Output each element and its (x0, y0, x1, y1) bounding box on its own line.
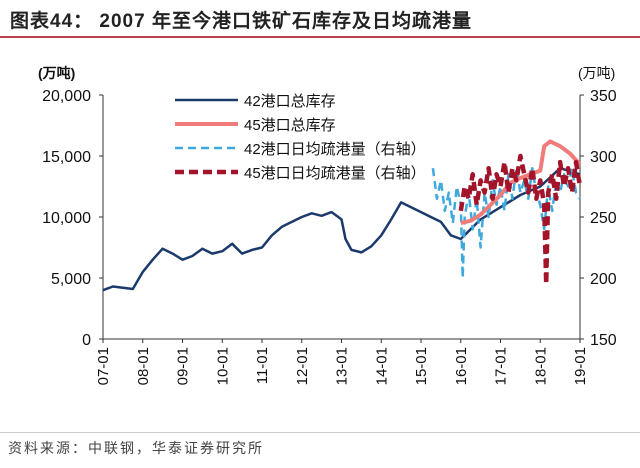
series-line-0 (102, 166, 581, 292)
figure-title: 图表44： 2007 年至今港口铁矿石库存及日均疏港量 (10, 11, 472, 32)
x-tick-label: 18-01 (532, 347, 549, 385)
x-tick-label: 12-01 (294, 347, 311, 385)
right-tick-label: 250 (590, 210, 617, 227)
left-axis-unit: (万吨) (38, 65, 75, 81)
right-tick-label: 300 (590, 149, 617, 166)
left-tick-label: 10,000 (42, 210, 91, 227)
right-tick-label: 200 (590, 271, 617, 288)
legend-label: 42港口日均疏港量（右轴） (244, 141, 426, 158)
x-tick-label: 15-01 (413, 347, 430, 385)
right-tick-label: 150 (590, 332, 617, 349)
x-tick-label: 09-01 (175, 347, 192, 385)
left-tick-label: 20,000 (42, 88, 91, 105)
left-tick-label: 15,000 (42, 149, 91, 166)
x-tick-label: 14-01 (373, 347, 390, 385)
legend-label: 45港口总库存 (244, 117, 336, 134)
source-note: 资料来源：中联钢，华泰证券研究所 (8, 440, 264, 456)
x-tick-label: 17-01 (493, 347, 510, 385)
x-tick-label: 07-01 (95, 347, 112, 385)
left-tick-label: 0 (82, 332, 91, 349)
series-line-3 (458, 153, 583, 287)
x-tick-label: 19-01 (572, 347, 589, 385)
series-line-1 (460, 139, 582, 226)
x-tick-label: 08-01 (135, 347, 152, 385)
legend-label: 42港口总库存 (244, 93, 336, 110)
title-divider (0, 36, 640, 38)
x-tick-label: 10-01 (214, 347, 231, 385)
legend-label: 45港口日均疏港量（右轴） (244, 165, 426, 182)
right-tick-label: 350 (590, 88, 617, 105)
right-axis-unit: (万吨) (578, 65, 615, 81)
left-tick-label: 5,000 (51, 271, 91, 288)
source-divider (0, 432, 640, 433)
x-tick-label: 11-01 (254, 347, 271, 384)
x-tick-label: 13-01 (334, 347, 351, 385)
x-tick-label: 16-01 (453, 347, 470, 385)
